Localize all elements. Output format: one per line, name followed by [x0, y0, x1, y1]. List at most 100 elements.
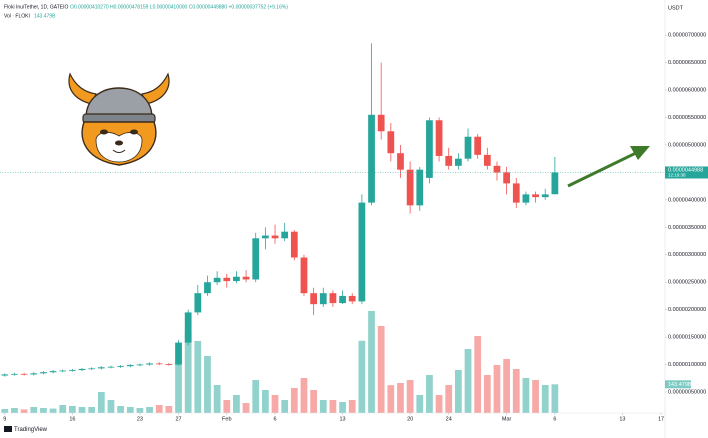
- helmet: [85, 87, 153, 119]
- candle-body: [271, 235, 279, 239]
- y-tick-label: 0.00000300000: [668, 252, 706, 258]
- price-label-box: [665, 166, 708, 179]
- volume-bar: [387, 385, 395, 413]
- volume-bar: [464, 349, 472, 413]
- x-tick-label: 20: [407, 416, 413, 422]
- volume-bar: [271, 395, 279, 413]
- volume-bar: [532, 380, 539, 413]
- x-tick-label: 24: [446, 416, 452, 422]
- volume-bar: [59, 405, 67, 413]
- candle-body: [319, 293, 327, 305]
- candle-body: [368, 114, 375, 203]
- candle-body: [155, 363, 163, 365]
- candle-body: [136, 364, 144, 366]
- volume-bar: [40, 408, 47, 413]
- volume-bar: [204, 356, 211, 413]
- x-tick-label: 16: [69, 416, 75, 422]
- candle-body: [551, 172, 559, 195]
- volume-bar: [300, 378, 308, 413]
- volume-bar: [242, 403, 250, 413]
- candle-body: [454, 158, 462, 166]
- candle-body: [426, 120, 433, 178]
- volume-bar: [551, 384, 559, 413]
- candle-body: [503, 172, 511, 184]
- candle-body: [146, 363, 153, 365]
- candle-body: [532, 194, 539, 198]
- trend-arrow: [567, 146, 650, 188]
- volume-bar: [78, 407, 86, 413]
- candle-body: [435, 120, 443, 156]
- x-tick-label: 9: [3, 416, 6, 422]
- volume-bar: [184, 331, 192, 413]
- candle-body: [358, 202, 366, 302]
- eye-left: [100, 129, 108, 135]
- candle-body: [40, 372, 47, 374]
- candle-body: [493, 165, 501, 173]
- candle-body: [281, 231, 289, 239]
- candle-body: [97, 367, 105, 369]
- volume-bar: [1, 409, 9, 413]
- candle-body: [512, 183, 520, 203]
- candle-body: [117, 366, 125, 368]
- horn-left: [68, 72, 97, 105]
- volume-bar: [474, 336, 482, 413]
- volume-bar: [175, 361, 182, 413]
- y-tick-label: 0.00000550000: [668, 115, 706, 121]
- volume-bar: [194, 341, 202, 413]
- volume-label-box: [665, 380, 691, 389]
- volume-bar: [454, 370, 462, 413]
- candle-body: [184, 312, 192, 343]
- ohlc-readout: O0.00000410270 H0.00000478159 L0.0000041…: [70, 4, 288, 10]
- volume-bar: [165, 406, 173, 413]
- volume-bar: [68, 406, 76, 413]
- volume-bar: [11, 408, 18, 413]
- nose: [115, 140, 123, 146]
- candle-body: [165, 364, 173, 365]
- volume-bar: [493, 365, 501, 413]
- volume-bar: [329, 400, 337, 413]
- volume-bar: [146, 407, 153, 413]
- candle-body: [300, 257, 308, 294]
- candle-body: [49, 371, 57, 373]
- volume-title: Vol · FLOKI: [4, 13, 30, 19]
- candle-body: [464, 136, 472, 159]
- candle-body: [310, 293, 318, 305]
- y-tick-label: 0.00000250000: [668, 280, 706, 286]
- x-tick-label: 27: [175, 416, 181, 422]
- volume-bar: [406, 380, 414, 413]
- candle-body: [242, 276, 250, 280]
- volume-bar: [319, 400, 327, 413]
- candle-body: [213, 277, 221, 283]
- volume-bar: [30, 407, 38, 413]
- x-tick-label: 23: [137, 416, 143, 422]
- y-tick-label: 0.00000400000: [668, 197, 706, 203]
- y-tick-label: 0.00000200000: [668, 307, 706, 313]
- candle-body: [204, 282, 211, 294]
- volume-readout: 143.479B: [34, 13, 56, 19]
- volume-bar: [88, 407, 96, 413]
- x-tick-label: Feb: [222, 416, 231, 422]
- y-tick-label: 0.00000500000: [668, 142, 706, 148]
- candle-body: [261, 235, 269, 239]
- candle-body: [474, 136, 482, 155]
- watermark-text: TradingView: [14, 427, 48, 433]
- volume-bar: [503, 359, 511, 413]
- horn-right: [141, 72, 170, 105]
- volume-bar: [339, 402, 346, 413]
- candle-body: [175, 342, 182, 365]
- candle-body: [20, 373, 28, 375]
- candle-body: [329, 293, 337, 304]
- volume-bar: [290, 388, 298, 413]
- volume-bar: [97, 392, 105, 413]
- candle-body: [107, 366, 115, 368]
- candle-body: [78, 368, 86, 371]
- volume-bar: [483, 375, 491, 413]
- candle-body: [377, 114, 385, 132]
- currency-label: USDT: [668, 5, 684, 11]
- volume-bar: [20, 409, 28, 413]
- candle-body: [11, 373, 18, 375]
- x-tick-label: Mar: [502, 416, 512, 422]
- volume-bar: [155, 405, 163, 413]
